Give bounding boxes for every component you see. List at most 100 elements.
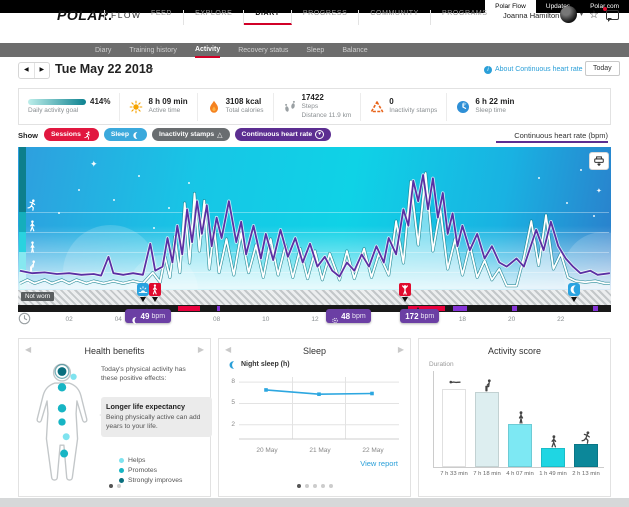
health-benefits-card: ◀ Health benefits ▶ Today's physical act… bbox=[18, 338, 212, 497]
activity-bar-standing[interactable] bbox=[508, 424, 532, 467]
moon-icon bbox=[131, 312, 139, 320]
flow-wordmark: FLOW bbox=[104, 10, 142, 20]
avatar[interactable] bbox=[560, 6, 577, 23]
session-timeline-bar bbox=[18, 305, 611, 312]
intensity-scale-moderate bbox=[19, 212, 26, 232]
marker-pointer bbox=[571, 297, 578, 305]
info-icon[interactable]: i bbox=[484, 66, 492, 74]
chip-sleep[interactable]: Sleep bbox=[103, 128, 147, 141]
dot[interactable] bbox=[320, 484, 325, 488]
dot[interactable] bbox=[328, 484, 333, 488]
polar-logo[interactable]: POLAR. bbox=[57, 7, 113, 23]
favorites-star-icon[interactable]: ☆ bbox=[589, 9, 599, 21]
highlight-title: Longer life expectancy bbox=[106, 402, 186, 411]
subnav-balance[interactable]: Balance bbox=[342, 46, 368, 54]
card-next-arrow[interactable]: ▶ bbox=[197, 345, 204, 354]
legend-swatch bbox=[119, 468, 124, 473]
not-worn-band bbox=[18, 290, 611, 305]
nav-programs[interactable]: PROGRAMS bbox=[441, 10, 488, 17]
nav-community[interactable]: COMMUNITY bbox=[359, 10, 431, 25]
dot[interactable] bbox=[116, 484, 121, 488]
view-report-link[interactable]: View report bbox=[360, 459, 398, 468]
subnav-training-history[interactable]: Training history bbox=[129, 46, 177, 54]
card-prev-arrow[interactable]: ◀ bbox=[225, 345, 232, 354]
gridline bbox=[20, 272, 609, 273]
about-chr-link[interactable]: About Continuous heart rate bbox=[495, 66, 583, 73]
chip-sessions[interactable]: Sessions bbox=[44, 128, 99, 141]
activity-bar-running[interactable] bbox=[574, 444, 598, 467]
steps-distance: Distance 11.9 km bbox=[301, 111, 352, 119]
activity-bar-sitting[interactable] bbox=[475, 392, 499, 467]
health-highlight-bubble: Longer life expectancy Being physically … bbox=[99, 397, 212, 438]
activity-bar-walking[interactable] bbox=[541, 448, 565, 467]
activity-bar-lying[interactable] bbox=[442, 389, 466, 467]
activity-bar-label: 2 h 13 min bbox=[572, 471, 600, 477]
walking-icon bbox=[548, 435, 560, 448]
intensity-scale-light bbox=[19, 232, 26, 252]
user-name[interactable]: Joanna Hamilton bbox=[503, 11, 560, 20]
avatar-caret-icon[interactable]: ▾ bbox=[580, 12, 584, 18]
moon-marker-icon[interactable] bbox=[568, 283, 581, 296]
nav-diary[interactable]: DIARY bbox=[244, 10, 292, 25]
topbar-tab-updates[interactable]: Updates bbox=[545, 3, 571, 10]
time-tick: 20 bbox=[507, 316, 516, 323]
time-tick: 04 bbox=[114, 316, 122, 323]
star-dot bbox=[78, 189, 80, 191]
legend-label: Promotes bbox=[128, 467, 158, 474]
marker-pointer bbox=[152, 297, 159, 305]
subnav-recovery-status[interactable]: Recovery status bbox=[238, 46, 289, 54]
moon-icon bbox=[228, 360, 237, 369]
star-dot bbox=[593, 215, 595, 217]
legend-swatch bbox=[119, 478, 124, 483]
date-caret-icon[interactable]: ▾ bbox=[150, 67, 154, 73]
dot[interactable] bbox=[312, 484, 317, 488]
star-dot bbox=[153, 227, 155, 229]
stat-calories: 3108 kcal Total calories bbox=[196, 92, 273, 121]
topbar-tab-polar-flow[interactable]: Polar Flow bbox=[485, 0, 536, 13]
dot[interactable] bbox=[304, 484, 309, 488]
topbar-tab-polar-com[interactable]: Polar.com bbox=[580, 0, 629, 13]
subnav-diary[interactable]: Diary bbox=[95, 46, 112, 54]
legend-label: Strongly improves bbox=[128, 477, 183, 484]
walk-marker-icon[interactable] bbox=[149, 283, 162, 296]
activity-goal-value: 414% bbox=[90, 97, 111, 107]
sunrise-marker-icon[interactable] bbox=[136, 283, 149, 296]
dot[interactable] bbox=[296, 484, 301, 488]
calories-label: Total calories bbox=[225, 107, 264, 115]
timeline-segment-red bbox=[408, 306, 446, 311]
star-dot bbox=[58, 212, 60, 214]
prev-day-button[interactable]: ◀ bbox=[19, 63, 35, 78]
show-label: Show bbox=[18, 131, 38, 140]
subnav-activity[interactable]: Activity bbox=[194, 43, 221, 58]
date-title[interactable]: Tue May 22 2018 bbox=[55, 62, 153, 76]
chip-continuous-heart-rate[interactable]: Continuous heart rate ♥ bbox=[234, 128, 332, 141]
hr-tooltip: 172 bpm bbox=[400, 309, 440, 323]
sleep-card: ◀ Sleep ▶ Night sleep (h) 8 5 2 20 May 2… bbox=[218, 338, 411, 497]
nav-explore[interactable]: EXPLORE bbox=[184, 10, 245, 25]
warning-triangle-icon bbox=[370, 100, 384, 114]
card-next-arrow[interactable]: ▶ bbox=[397, 345, 404, 354]
runner-icon bbox=[84, 131, 92, 139]
main-chart[interactable]: ✦ ✦ Not worn 0204060810121416182022 49bp… bbox=[18, 147, 629, 328]
print-chart-button[interactable] bbox=[589, 152, 609, 170]
heart-circle-icon: ♥ bbox=[315, 130, 325, 139]
star-dot bbox=[138, 175, 140, 177]
steps-label: Steps bbox=[301, 103, 319, 111]
stat-inactivity: 0 Inactivity stamps bbox=[360, 92, 446, 121]
main-nav: FEED EXPLORE DIARY PROGRESS COMMUNITY PR… bbox=[140, 10, 499, 25]
nav-feed[interactable]: FEED bbox=[140, 10, 185, 25]
chip-inactivity-stamps[interactable]: Inactivity stamps △ bbox=[152, 128, 230, 141]
card-prev-arrow[interactable]: ◀ bbox=[25, 345, 32, 354]
star-dot bbox=[580, 169, 582, 171]
nav-progress[interactable]: PROGRESS bbox=[292, 10, 360, 25]
feedback-chat-icon[interactable] bbox=[606, 10, 619, 22]
not-worn-label: Not worn bbox=[21, 292, 55, 301]
strength-marker-icon[interactable] bbox=[398, 283, 411, 296]
dot[interactable] bbox=[108, 484, 113, 488]
intensity-scale-vigorous bbox=[19, 147, 26, 212]
next-day-button[interactable]: ▶ bbox=[39, 67, 45, 73]
stat-sleep-time: 6 h 22 min Sleep time bbox=[446, 92, 523, 121]
standing-icon bbox=[515, 411, 527, 424]
subnav-sleep[interactable]: Sleep bbox=[306, 46, 325, 54]
today-button[interactable]: Today bbox=[585, 61, 620, 76]
